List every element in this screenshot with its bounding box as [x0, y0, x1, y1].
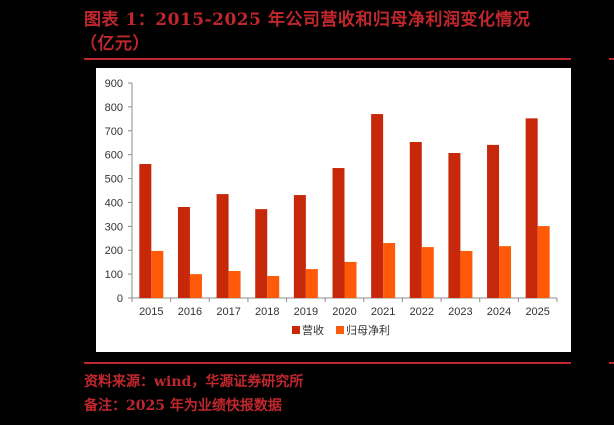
- bar-revenue: [139, 163, 152, 298]
- bar-net-profit: [267, 276, 280, 298]
- x-tick-label: 2015: [139, 306, 163, 318]
- x-tick-label: 2023: [448, 306, 472, 318]
- bar-revenue: [371, 114, 384, 298]
- chart-title: 图表 1：2015-2025 年公司营收和归母净利润变化情况 （亿元）: [80, 8, 584, 56]
- chart-title-line1: 图表 1：2015-2025 年公司营收和归母净利润变化情况: [84, 10, 531, 30]
- bar-net-profit: [460, 250, 473, 298]
- y-tick-label: 900: [105, 78, 123, 90]
- x-tick-label: 2025: [525, 306, 549, 318]
- legend-label: 营收: [302, 323, 324, 337]
- source-note: 资料来源：wind，华源证券研究所: [84, 374, 304, 390]
- chart-title-unit: （亿元）: [80, 34, 150, 54]
- x-tick-label: 2016: [178, 306, 202, 318]
- bar-revenue: [409, 142, 422, 298]
- chart-area: 0 100 200 300 400 500 600 700 800 900 2015 2016 2017…: [96, 68, 571, 352]
- bar-net-profit: [499, 246, 512, 298]
- x-tick-label: 2020: [332, 306, 356, 318]
- bar-revenue: [293, 195, 306, 298]
- bar-net-profit: [151, 250, 164, 298]
- bar-revenue: [216, 194, 229, 298]
- x-tick-label: 2024: [487, 306, 511, 318]
- y-tick-label: 100: [105, 269, 123, 281]
- legend-swatch: [292, 326, 300, 334]
- y-tick-label: 400: [105, 197, 123, 209]
- y-tick-label: 800: [105, 102, 123, 114]
- remark-note: 备注：2025 年为业绩快报数据: [84, 398, 282, 414]
- bar-net-profit: [189, 274, 202, 298]
- bar-chart: 0 100 200 300 400 500 600 700 800 900 2015 2016 2017…: [105, 78, 558, 337]
- bar-net-profit: [383, 243, 396, 298]
- bar-revenue: [255, 209, 268, 298]
- y-tick-label: 0: [117, 293, 123, 305]
- bar-net-profit: [228, 271, 241, 298]
- bar-revenue: [448, 152, 461, 298]
- x-tick-label: 2019: [294, 306, 318, 318]
- y-tick-label: 200: [105, 245, 123, 257]
- x-tick-label: 2022: [410, 306, 434, 318]
- bar-net-profit: [537, 226, 550, 298]
- bar-net-profit: [344, 261, 357, 298]
- x-tick-label: 2018: [255, 306, 279, 318]
- y-tick-label: 700: [105, 126, 123, 138]
- bar-net-profit: [305, 269, 318, 298]
- adjacent-column-divider: [609, 362, 614, 364]
- title-divider: [84, 58, 571, 60]
- legend-swatch: [336, 326, 344, 334]
- x-tick-label: 2021: [371, 306, 395, 318]
- bar-net-profit: [421, 247, 434, 298]
- y-tick-label: 300: [105, 221, 123, 233]
- bar-revenue: [177, 206, 190, 298]
- bar-revenue: [525, 118, 538, 298]
- bar-revenue: [332, 168, 345, 298]
- x-tick-label: 2017: [216, 306, 240, 318]
- adjacent-column-divider: [609, 58, 614, 60]
- bar-revenue: [487, 144, 500, 298]
- y-tick-label: 500: [105, 174, 123, 186]
- y-tick-label: 600: [105, 150, 123, 162]
- legend-label: 归母净利: [346, 323, 390, 337]
- source-divider: [84, 362, 571, 364]
